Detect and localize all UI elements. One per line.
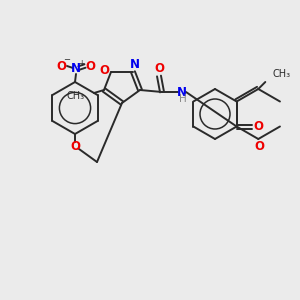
Text: O: O — [254, 140, 264, 152]
Text: O: O — [254, 120, 264, 133]
Text: N: N — [177, 85, 187, 98]
Text: O: O — [56, 59, 66, 73]
Text: O: O — [85, 59, 95, 73]
Text: −: − — [64, 56, 70, 64]
Text: O: O — [70, 140, 80, 152]
Text: N: N — [71, 62, 81, 76]
Text: CH₃: CH₃ — [272, 69, 290, 79]
Text: O: O — [154, 62, 164, 76]
Text: +: + — [78, 58, 84, 68]
Text: H: H — [179, 94, 187, 104]
Text: O: O — [99, 64, 109, 77]
Text: N: N — [130, 58, 140, 71]
Text: CH₃: CH₃ — [67, 91, 85, 101]
